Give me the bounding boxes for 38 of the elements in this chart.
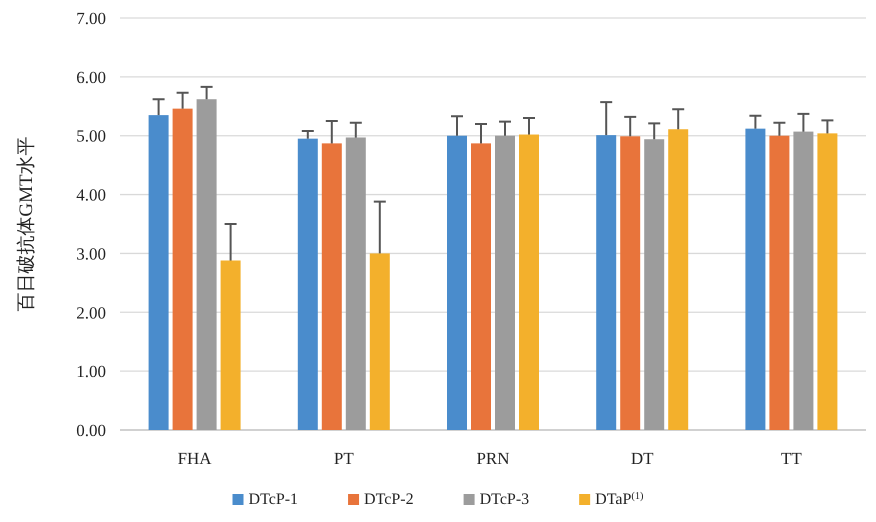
- y-tick-label: 5.00: [76, 126, 106, 146]
- bar: [817, 133, 838, 430]
- bar: [596, 135, 616, 430]
- legend-label: DTaP$^{(1)}$: [595, 490, 644, 508]
- x-tick-label: PRN: [476, 449, 510, 468]
- bar: [447, 136, 467, 430]
- bar: [471, 143, 491, 430]
- bar: [668, 129, 688, 430]
- bar: [322, 143, 342, 430]
- x-tick-label: PT: [334, 449, 354, 468]
- x-tick-label: DT: [630, 449, 654, 468]
- y-tick-label: 7.00: [76, 9, 106, 28]
- bar: [346, 137, 366, 430]
- bar: [495, 136, 515, 430]
- bar: [793, 132, 814, 430]
- bar: [196, 99, 217, 430]
- bar: [370, 253, 390, 430]
- y-tick-label: 4.00: [76, 186, 106, 205]
- y-tick-label: 0.00: [76, 421, 106, 440]
- bar: [620, 136, 640, 430]
- legend-label: DTcP-1: [248, 491, 298, 508]
- y-axis-title: 百日破抗体GMT水平: [16, 136, 37, 312]
- y-tick-label: 2.00: [76, 303, 106, 322]
- bar: [644, 139, 664, 430]
- bar: [172, 108, 193, 430]
- y-tick-label: 6.00: [76, 68, 106, 87]
- x-tick-label: TT: [781, 449, 802, 468]
- legend-label: DTcP-3: [480, 491, 530, 508]
- x-tick-label: FHA: [178, 449, 212, 468]
- bar: [519, 134, 539, 430]
- bar: [298, 138, 318, 430]
- bar: [148, 115, 169, 430]
- y-tick-label: 3.00: [76, 244, 106, 264]
- y-tick-label: 1.00: [76, 362, 106, 382]
- bar: [745, 128, 766, 430]
- bar: [220, 260, 241, 430]
- legend-label: DTcP-2: [364, 491, 414, 508]
- bar: [769, 136, 790, 430]
